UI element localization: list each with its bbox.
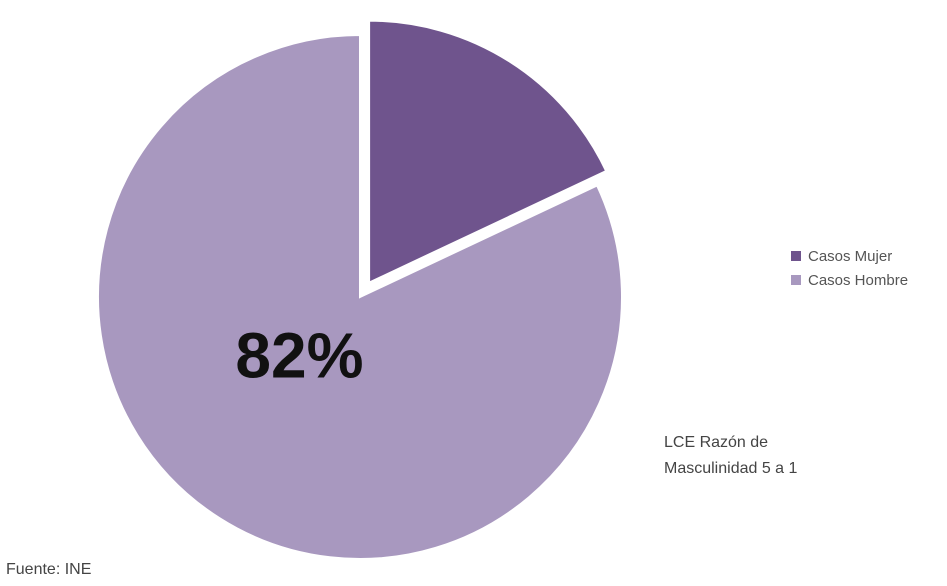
legend-item-casos-mujer: Casos Mujer — [791, 244, 908, 268]
annotation-line-2: Masculinidad 5 a 1 — [664, 460, 798, 477]
legend-item-casos-hombre: Casos Hombre — [791, 268, 908, 292]
legend-swatch-casos-hombre — [791, 275, 801, 285]
pie-slice-casos-hombre — [97, 33, 623, 560]
annotation-line-1: LCE Razón de — [664, 434, 769, 451]
chart-annotation: LCE Razón de Masculinidad 5 a 1 — [664, 430, 924, 482]
data-label-casos-hombre: 82% — [235, 320, 363, 392]
legend-label-casos-mujer: Casos Mujer — [808, 247, 893, 265]
legend-label-casos-hombre: Casos Hombre — [808, 271, 909, 289]
source-note: Fuente: INE — [6, 561, 92, 578]
legend-swatch-casos-mujer — [791, 251, 801, 261]
pie-slice-casos-mujer — [368, 19, 608, 285]
chart-legend: Casos Mujer Casos Hombre — [791, 244, 908, 292]
